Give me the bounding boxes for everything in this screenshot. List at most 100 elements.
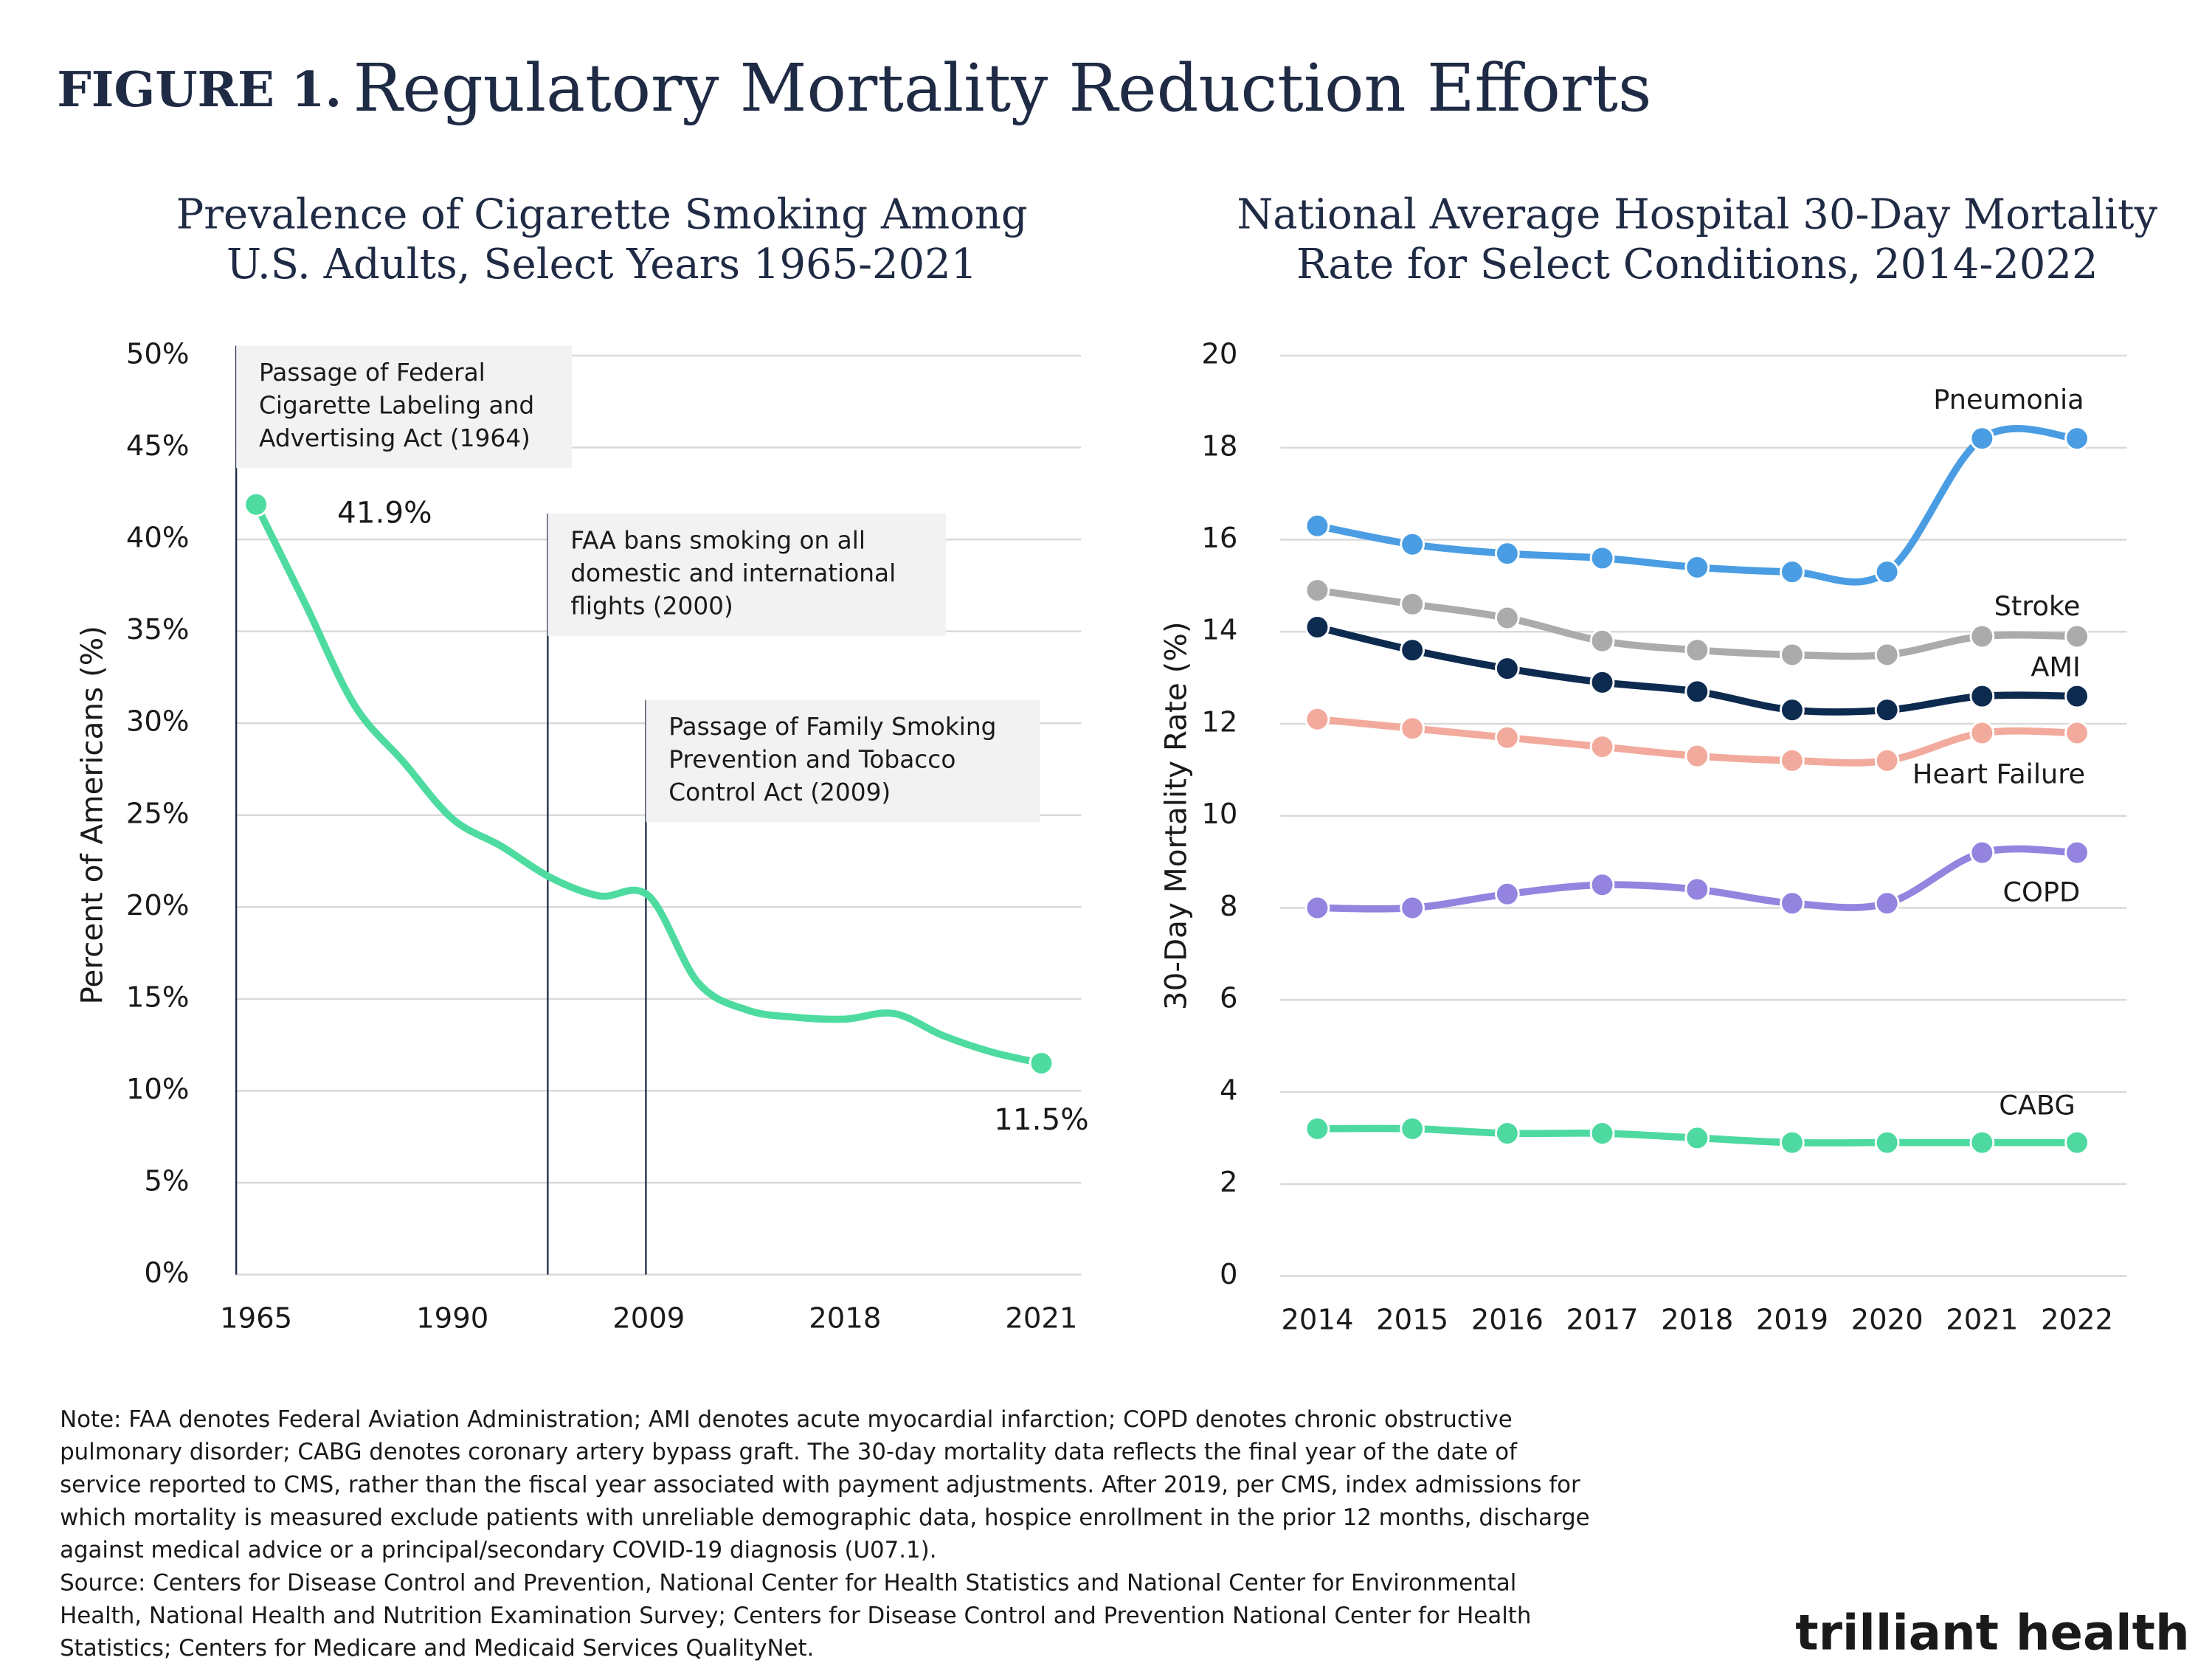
marker bbox=[243, 491, 269, 517]
marker bbox=[1874, 891, 1900, 916]
marker bbox=[1589, 669, 1615, 695]
marker bbox=[1780, 1130, 1805, 1155]
marker bbox=[1494, 541, 1520, 567]
note-line: pulmonary disorder; CABG denotes coronar… bbox=[60, 1439, 1518, 1465]
marker bbox=[1589, 734, 1615, 760]
annotation-text: Passage of Federal bbox=[259, 359, 485, 387]
marker bbox=[1684, 637, 1710, 663]
series-label: AMI bbox=[2031, 651, 2080, 683]
x-tick-label: 2016 bbox=[1471, 1304, 1544, 1337]
y-tick-label: 10 bbox=[1201, 798, 1237, 831]
chart-title: National Average Hospital 30-Day Mortali… bbox=[1237, 190, 2157, 238]
marker bbox=[1780, 642, 1805, 668]
value-label: 41.9% bbox=[337, 494, 432, 530]
x-tick-label: 2021 bbox=[1946, 1304, 2018, 1337]
marker bbox=[1684, 1125, 1710, 1151]
marker bbox=[1969, 623, 1995, 649]
marker bbox=[2064, 720, 2090, 746]
source-line: Statistics; Centers for Medicare and Med… bbox=[60, 1635, 814, 1662]
marker bbox=[1874, 559, 1900, 585]
marker bbox=[1874, 697, 1900, 723]
marker bbox=[1874, 642, 1900, 668]
x-tick-label: 2014 bbox=[1281, 1304, 1353, 1337]
marker bbox=[1969, 720, 1995, 746]
source-line: Health, National Health and Nutrition Ex… bbox=[60, 1603, 1531, 1629]
marker bbox=[1874, 1130, 1900, 1155]
series-label: Stroke bbox=[1994, 590, 2081, 622]
series-label: COPD bbox=[2002, 876, 2080, 908]
marker bbox=[2064, 623, 2090, 649]
series-label: CABG bbox=[1999, 1090, 2076, 1121]
y-axis-label: Percent of Americans (%) bbox=[74, 626, 109, 1005]
y-tick-label: 16 bbox=[1201, 522, 1237, 555]
note-line: against medical advice or a principal/se… bbox=[60, 1537, 936, 1563]
marker bbox=[1400, 716, 1425, 742]
x-tick-label: 2017 bbox=[1566, 1304, 1638, 1337]
logo: trilliant health bbox=[1795, 1605, 2189, 1661]
marker bbox=[1684, 877, 1710, 902]
marker bbox=[1589, 1121, 1615, 1146]
value-label: 11.5% bbox=[994, 1102, 1089, 1137]
marker bbox=[1494, 1121, 1520, 1146]
series-label: Pneumonia bbox=[1933, 384, 2084, 415]
y-tick-label: 0% bbox=[144, 1256, 189, 1290]
x-tick-label: 2021 bbox=[1005, 1302, 1077, 1335]
marker bbox=[1684, 679, 1710, 705]
series-label: Heart Failure bbox=[1912, 758, 2085, 789]
marker bbox=[1304, 615, 1330, 640]
figure-title-text: Regulatory Mortality Reduction Efforts bbox=[353, 50, 1652, 126]
line bbox=[252, 500, 1046, 1067]
annotation-text: Prevention and Tobacco bbox=[668, 745, 955, 773]
annotation-text: Control Act (2009) bbox=[668, 778, 891, 806]
y-axis-label: 30-Day Mortality Rate (%) bbox=[1158, 621, 1194, 1010]
marker bbox=[1684, 743, 1710, 769]
marker bbox=[1304, 578, 1330, 603]
marker bbox=[1780, 748, 1805, 773]
marker bbox=[1589, 628, 1615, 654]
marker bbox=[1780, 697, 1805, 723]
y-tick-label: 14 bbox=[1201, 614, 1237, 647]
y-tick-label: 20% bbox=[126, 889, 190, 922]
marker bbox=[2064, 683, 2090, 709]
marker bbox=[1400, 1116, 1425, 1141]
y-tick-label: 4 bbox=[1220, 1074, 1238, 1107]
note-line: service reported to CMS, rather than the… bbox=[60, 1472, 1580, 1498]
y-tick-label: 40% bbox=[126, 522, 190, 555]
marker bbox=[1400, 895, 1425, 921]
marker bbox=[1304, 513, 1330, 539]
x-tick-label: 2020 bbox=[1851, 1304, 1924, 1337]
y-tick-label: 20 bbox=[1201, 338, 1237, 371]
note-line: which mortality is measured exclude pati… bbox=[60, 1504, 1590, 1531]
x-tick-label: 2015 bbox=[1376, 1304, 1448, 1337]
y-tick-label: 25% bbox=[126, 797, 190, 830]
marker bbox=[1969, 840, 1995, 865]
marker bbox=[2064, 1130, 2090, 1155]
note-line: Note: FAA denotes Federal Aviation Admin… bbox=[60, 1406, 1513, 1433]
figure-label: FIGURE 1. bbox=[57, 61, 342, 118]
marker bbox=[1969, 683, 1995, 709]
annotation-text: Passage of Family Smoking bbox=[668, 713, 996, 741]
y-tick-label: 10% bbox=[126, 1073, 190, 1106]
annotation-text: flights (2000) bbox=[570, 592, 733, 620]
marker bbox=[1780, 891, 1805, 916]
y-tick-label: 8 bbox=[1220, 890, 1238, 923]
x-tick-label: 1965 bbox=[220, 1302, 292, 1335]
y-tick-label: 15% bbox=[126, 981, 190, 1014]
marker bbox=[1400, 591, 1425, 617]
chart-title: Rate for Select Conditions, 2014-2022 bbox=[1296, 241, 2098, 288]
x-tick-label: 2019 bbox=[1756, 1304, 1828, 1337]
source-line: Source: Centers for Disease Control and … bbox=[60, 1570, 1516, 1597]
marker bbox=[1969, 1130, 1995, 1155]
y-tick-label: 50% bbox=[126, 338, 190, 371]
x-tick-label: 2018 bbox=[1661, 1304, 1733, 1337]
y-tick-label: 6 bbox=[1220, 982, 1238, 1015]
x-tick-label: 1990 bbox=[416, 1302, 488, 1335]
marker bbox=[1029, 1051, 1054, 1076]
y-tick-label: 30% bbox=[126, 705, 190, 739]
x-tick-label: 2009 bbox=[612, 1302, 685, 1335]
marker bbox=[1589, 872, 1615, 898]
line bbox=[1313, 425, 2081, 586]
annotation-text: domestic and international bbox=[570, 559, 896, 587]
chart-title: Prevalence of Cigarette Smoking Among bbox=[176, 190, 1028, 238]
y-tick-label: 5% bbox=[144, 1164, 189, 1197]
